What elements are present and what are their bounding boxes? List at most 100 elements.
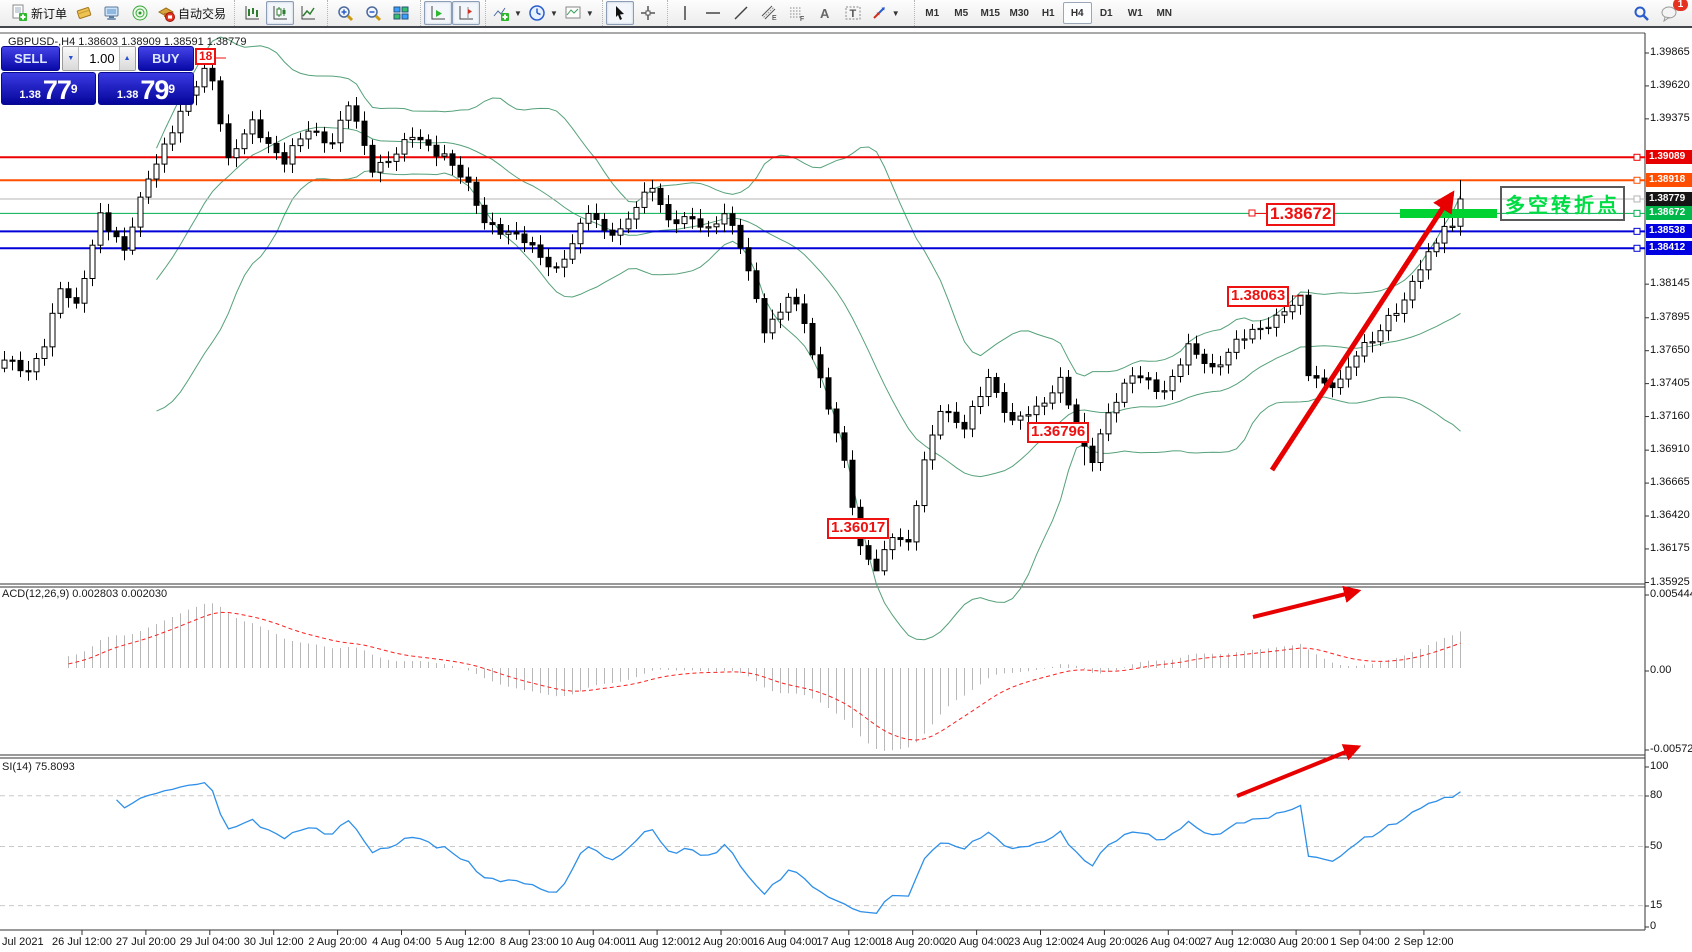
bar-chart-button[interactable] xyxy=(238,1,266,25)
arrows-icon xyxy=(873,7,885,19)
tab-timeframe-H4[interactable]: H4 xyxy=(1062,2,1092,24)
zoom-out-button[interactable] xyxy=(359,1,387,25)
svg-text:E: E xyxy=(772,15,777,22)
svg-text:A: A xyxy=(820,6,830,21)
time-axis-label: 11 Aug 12:00 xyxy=(625,936,690,948)
toolbar-group-timeframes: M1 M5 M15 M30 H1 H4 D1 W1 MN xyxy=(913,0,1182,26)
search-icon xyxy=(1634,6,1649,21)
tab-timeframe-W1[interactable]: W1 xyxy=(1127,7,1143,19)
buy-price-sup: 9 xyxy=(168,82,176,96)
trendline-button[interactable] xyxy=(727,1,755,25)
templates-caret-icon[interactable]: ▼ xyxy=(585,8,594,18)
periods-button[interactable]: ▼ xyxy=(525,1,561,25)
macd-axis-label: 0.005444 xyxy=(1650,588,1692,600)
price-tick: 1.35925 xyxy=(1650,575,1690,588)
chart-price-label[interactable]: 1.36796 xyxy=(1027,422,1090,443)
autotrading-button[interactable]: 自动交易 xyxy=(154,1,229,25)
toolbar-group-objects: ▼ ▼ ▼ xyxy=(485,0,600,26)
crosshair-button[interactable] xyxy=(634,1,662,25)
tab-timeframe-H1[interactable]: H1 xyxy=(1041,7,1055,19)
templates-button[interactable]: ▼ xyxy=(561,1,597,25)
new-order-button[interactable]: 新订单 xyxy=(7,1,70,25)
chat-bubble-icon xyxy=(1661,6,1676,22)
toolbar-group-zoom xyxy=(327,0,418,26)
bar-chart-icon xyxy=(245,6,260,20)
fibonacci-icon: F xyxy=(789,7,804,22)
toolbar-group-lines: E F A T ▼ xyxy=(666,0,906,26)
notifications-button[interactable]: 1 xyxy=(1655,0,1688,25)
tab-timeframe-M15[interactable]: M15 xyxy=(980,7,1000,19)
new-order-label: 新订单 xyxy=(31,6,68,21)
price-tick: 1.37405 xyxy=(1650,376,1690,389)
terminal-button[interactable] xyxy=(98,1,126,25)
chart-price-label[interactable]: 1.38063 xyxy=(1227,286,1290,307)
zoom-out-icon xyxy=(366,6,382,22)
annotation-note[interactable]: 多空转折点 xyxy=(1500,186,1625,221)
chart-price-label[interactable]: 1.38672 xyxy=(1266,203,1336,226)
chart-window: GBPUSD-,H4 1.38603 1.38909 1.38591 1.387… xyxy=(0,28,1692,952)
price-tick: 1.39865 xyxy=(1650,46,1690,58)
time-axis-label: 29 Jul 04:00 xyxy=(179,936,240,948)
tile-windows-button[interactable] xyxy=(387,1,415,25)
arrows-caret-icon[interactable]: ▼ xyxy=(891,8,900,18)
periods-caret-icon[interactable]: ▼ xyxy=(549,8,558,18)
auto-scroll-icon xyxy=(431,6,446,20)
time-axis-label: 2 Sep 12:00 xyxy=(1394,936,1454,948)
chart-canvas[interactable] xyxy=(0,28,1692,952)
sell-price-sup: 9 xyxy=(70,82,78,96)
text-label-icon: T xyxy=(845,6,861,20)
book-icon xyxy=(76,7,92,19)
time-axis-label: 30 Jul 12:00 xyxy=(243,936,304,948)
arrows-button[interactable]: ▼ xyxy=(867,1,903,25)
peak-price-label[interactable]: 18 xyxy=(195,48,217,66)
time-axis-label: 26 Aug 04:00 xyxy=(1135,936,1201,948)
vertical-line-button[interactable] xyxy=(671,1,699,25)
tab-timeframe-M5[interactable]: M5 xyxy=(954,7,969,19)
volume-control: ▼ 1.00 ▲ xyxy=(62,46,136,71)
tab-timeframe-M1[interactable]: M1 xyxy=(925,7,940,19)
rsi-axis-label: 50 xyxy=(1650,840,1663,852)
indicators-button[interactable]: ▼ xyxy=(489,1,525,25)
price-tick: 1.37895 xyxy=(1650,310,1690,323)
vertical-line-icon xyxy=(684,6,686,20)
sell-button[interactable]: SELL xyxy=(1,46,61,71)
text-button[interactable]: A xyxy=(811,1,839,25)
price-tick: 1.36175 xyxy=(1650,541,1690,554)
time-axis-label: 17 Aug 12:00 xyxy=(816,936,882,948)
search-button[interactable] xyxy=(1627,1,1655,25)
line-chart-button[interactable] xyxy=(294,1,322,25)
market-watch-button[interactable] xyxy=(70,1,98,25)
volume-increase-button[interactable]: ▲ xyxy=(118,47,135,70)
equidistant-channel-button[interactable]: E xyxy=(755,1,783,25)
autotrading-label: 自动交易 xyxy=(178,6,227,21)
zoom-in-button[interactable] xyxy=(331,1,359,25)
tab-timeframe-D1[interactable]: D1 xyxy=(1099,7,1113,19)
candlestick-chart-button[interactable] xyxy=(266,1,295,25)
tab-timeframe-M30[interactable]: M30 xyxy=(1009,7,1029,19)
chart-price-label[interactable]: 1.36017 xyxy=(827,518,890,539)
tab-timeframe-MN[interactable]: MN xyxy=(1156,7,1172,19)
svg-text:F: F xyxy=(800,16,804,22)
buy-price[interactable]: 1.38 79 9 xyxy=(98,72,194,105)
trendline-icon xyxy=(734,6,748,20)
fibonacci-button[interactable]: F xyxy=(783,1,811,25)
chart-shift-button[interactable] xyxy=(452,1,481,25)
auto-scroll-button[interactable] xyxy=(424,1,453,25)
signals-button[interactable] xyxy=(126,1,154,25)
indicators-caret-icon[interactable]: ▼ xyxy=(514,8,522,18)
price-level-tag: 1.38538 xyxy=(1646,224,1692,239)
sell-price-small: 1.38 xyxy=(19,89,41,101)
text-label-button[interactable]: T xyxy=(839,1,867,25)
time-axis-label: 30 Aug 20:00 xyxy=(1263,936,1329,948)
volume-decrease-button[interactable]: ▼ xyxy=(63,47,80,70)
autotrading-icon xyxy=(158,7,176,22)
price-tick: 1.36665 xyxy=(1650,476,1690,489)
cursor-button[interactable] xyxy=(605,1,634,25)
horizontal-line-button[interactable] xyxy=(699,1,727,25)
sell-price[interactable]: 1.38 77 9 xyxy=(1,72,96,105)
buy-button[interactable]: BUY xyxy=(137,46,194,71)
volume-value[interactable]: 1.00 xyxy=(79,47,119,70)
time-axis-label: 12 Aug 20:00 xyxy=(688,936,754,948)
